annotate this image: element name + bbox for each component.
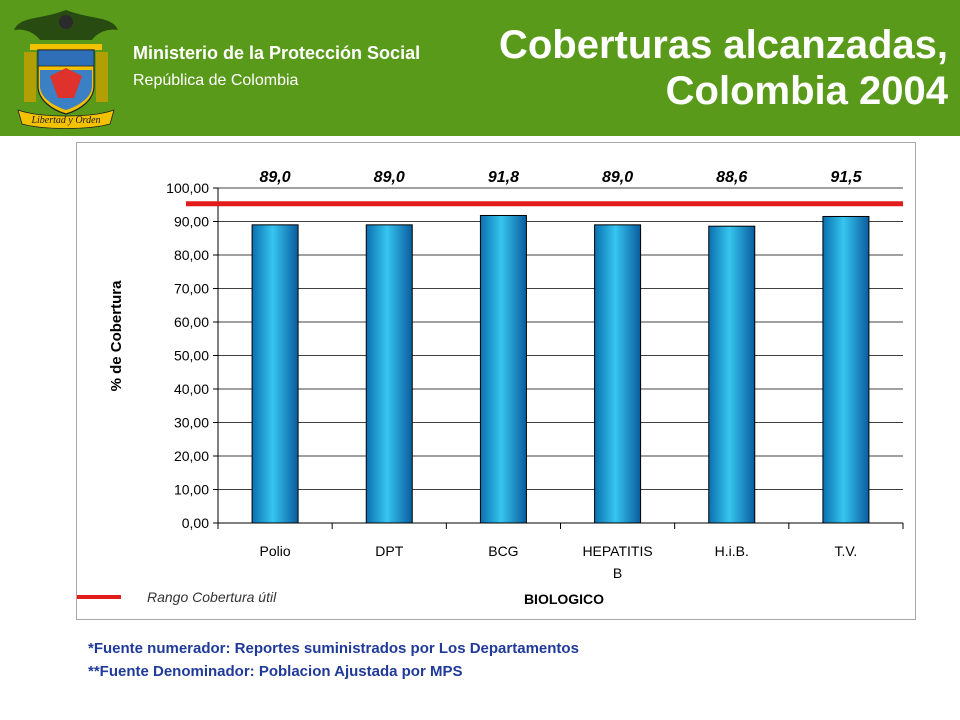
title-line-1: Coberturas alcanzadas, xyxy=(498,23,948,67)
y-tick-label: 10,00 xyxy=(174,482,209,498)
y-tick-label: 20,00 xyxy=(174,448,209,464)
bar-dpt xyxy=(365,224,413,524)
coat-of-arms-icon: Libertad y Orden xyxy=(14,10,118,129)
bar-polio xyxy=(251,224,299,524)
bar-t-v- xyxy=(822,215,870,524)
header-banner: Libertad y Orden Ministerio de la Protec… xyxy=(0,0,960,136)
bar-chart: 0,00 10,00 20,00 30,00 40,00 50,00 60,00 70,00 8… xyxy=(77,169,904,607)
y-tick-label: 30,00 xyxy=(174,415,209,431)
bar-bcg xyxy=(479,214,527,524)
y-tick-label: 60,00 xyxy=(174,314,209,330)
value-label: 89,0 xyxy=(602,169,633,186)
ministry-name: Ministerio de la Protección Social xyxy=(133,43,421,63)
emblem-motto: Libertad y Orden xyxy=(30,115,100,126)
category-label: B xyxy=(613,565,622,581)
bar-hepatitis-b xyxy=(594,224,642,524)
bar-h-i-b- xyxy=(708,225,756,524)
footnote-numerator: *Fuente numerador: Reportes suministrado… xyxy=(88,640,579,657)
y-tick-label: 40,00 xyxy=(174,381,209,397)
republic-name: República de Colombia xyxy=(133,72,299,89)
category-label: T.V. xyxy=(834,543,857,559)
value-label: 88,6 xyxy=(716,169,747,186)
title-line-2: Colombia 2004 xyxy=(665,69,948,113)
category-label: BCG xyxy=(488,543,518,559)
legend-label: Rango Cobertura útil xyxy=(147,589,277,605)
category-label: DPT xyxy=(375,543,403,559)
category-label: Polio xyxy=(260,543,291,559)
value-label: 89,0 xyxy=(374,169,405,186)
y-tick-label: 0,00 xyxy=(182,515,209,531)
y-tick-label: 50,00 xyxy=(174,348,209,364)
category-label: HEPATITIS xyxy=(582,543,652,559)
value-label: 91,8 xyxy=(488,169,519,186)
y-tick-label: 100,00 xyxy=(166,180,209,196)
y-tick-label: 70,00 xyxy=(174,281,209,297)
y-tick-label: 80,00 xyxy=(174,247,209,263)
category-label: H.i.B. xyxy=(715,543,749,559)
chart-frame: 0,00 10,00 20,00 30,00 40,00 50,00 60,00 70,00 8… xyxy=(76,142,916,620)
y-axis-label: % de Cobertura xyxy=(108,280,125,392)
footnotes: *Fuente numerador: Reportes suministrado… xyxy=(88,637,579,683)
value-label: 91,5 xyxy=(830,169,862,186)
page-title: Coberturas alcanzadas, Colombia 2004 xyxy=(499,22,948,114)
x-axis-label: BIOLOGICO xyxy=(524,591,604,607)
footnote-denominator: **Fuente Denominador: Poblacion Ajustada… xyxy=(88,663,463,680)
value-label: 89,0 xyxy=(260,169,291,186)
y-tick-label: 90,00 xyxy=(174,214,209,230)
